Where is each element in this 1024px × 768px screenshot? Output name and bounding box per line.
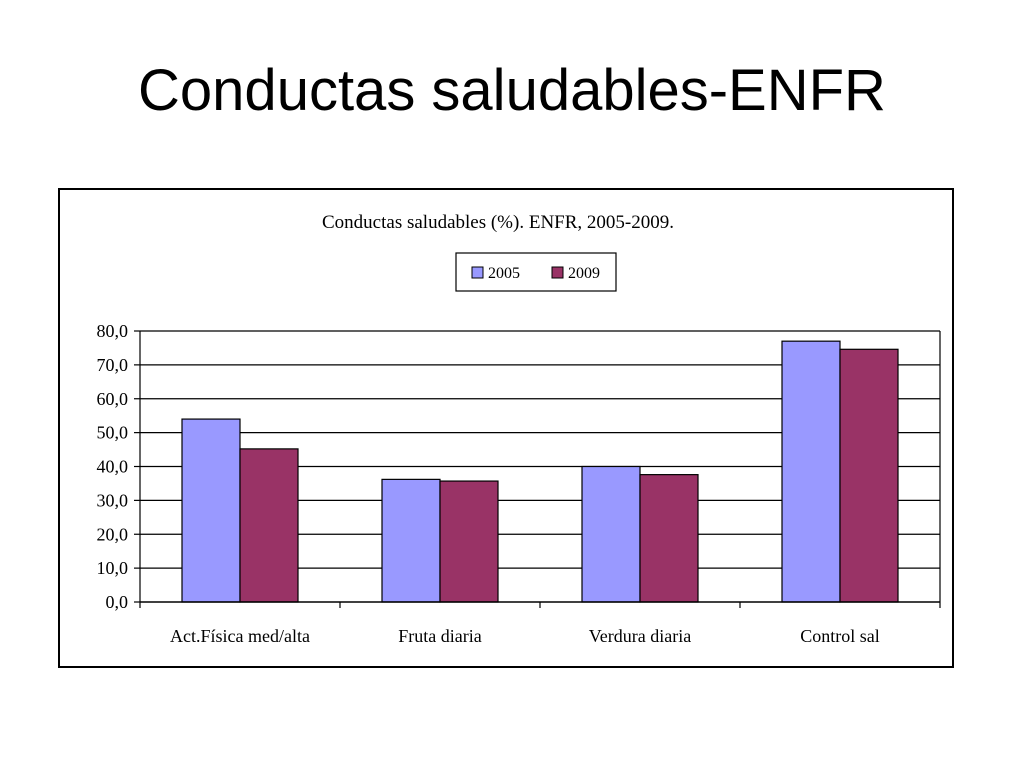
bar-2009 xyxy=(239,448,299,603)
legend-swatch xyxy=(471,266,484,279)
y-tick-label: 0,0 xyxy=(106,592,129,612)
x-tick-label: Control sal xyxy=(800,626,880,646)
x-tick-label: Act.Física med/alta xyxy=(170,626,310,646)
bar-2009 xyxy=(439,480,499,603)
chart-title: Conductas saludables (%). ENFR, 2005-200… xyxy=(322,212,674,233)
y-tick-label: 70,0 xyxy=(97,355,129,375)
bar-chart: Conductas saludables (%). ENFR, 2005-200… xyxy=(97,212,941,646)
bar-2005 xyxy=(581,465,641,603)
legend-swatch xyxy=(551,266,564,279)
chart-frame: Conductas saludables (%). ENFR, 2005-200… xyxy=(58,188,954,668)
y-tick-label: 60,0 xyxy=(97,389,129,409)
legend-label: 2005 xyxy=(488,265,520,282)
x-tick-label: Verdura diaria xyxy=(589,626,691,646)
y-tick-label: 40,0 xyxy=(97,457,129,477)
x-tick-label: Fruta diaria xyxy=(398,626,481,646)
y-tick-label: 20,0 xyxy=(97,524,129,544)
x-axis-tick-labels: Act.Física med/alta Fruta diaria Verdura d… xyxy=(170,626,880,646)
y-tick-label: 80,0 xyxy=(97,321,129,341)
y-tick-label: 30,0 xyxy=(97,490,129,510)
bar-2009 xyxy=(639,474,699,603)
bar-2009 xyxy=(839,348,899,603)
bars xyxy=(181,340,899,603)
chart-legend: 2005 2009 xyxy=(455,252,617,292)
y-axis-tick-labels: 0,0 10,0 20,0 30,0 40,0 50,0 60,0 70,0 80,0 xyxy=(97,321,129,612)
bar-2005 xyxy=(381,478,441,603)
y-tick-label: 10,0 xyxy=(97,558,129,578)
bar-2005 xyxy=(181,418,241,603)
y-tick-label: 50,0 xyxy=(97,423,129,443)
slide-title: Conductas saludables-ENFR xyxy=(138,58,886,123)
bar-2005 xyxy=(781,340,841,603)
legend-label: 2009 xyxy=(568,265,600,282)
axes xyxy=(134,330,941,608)
